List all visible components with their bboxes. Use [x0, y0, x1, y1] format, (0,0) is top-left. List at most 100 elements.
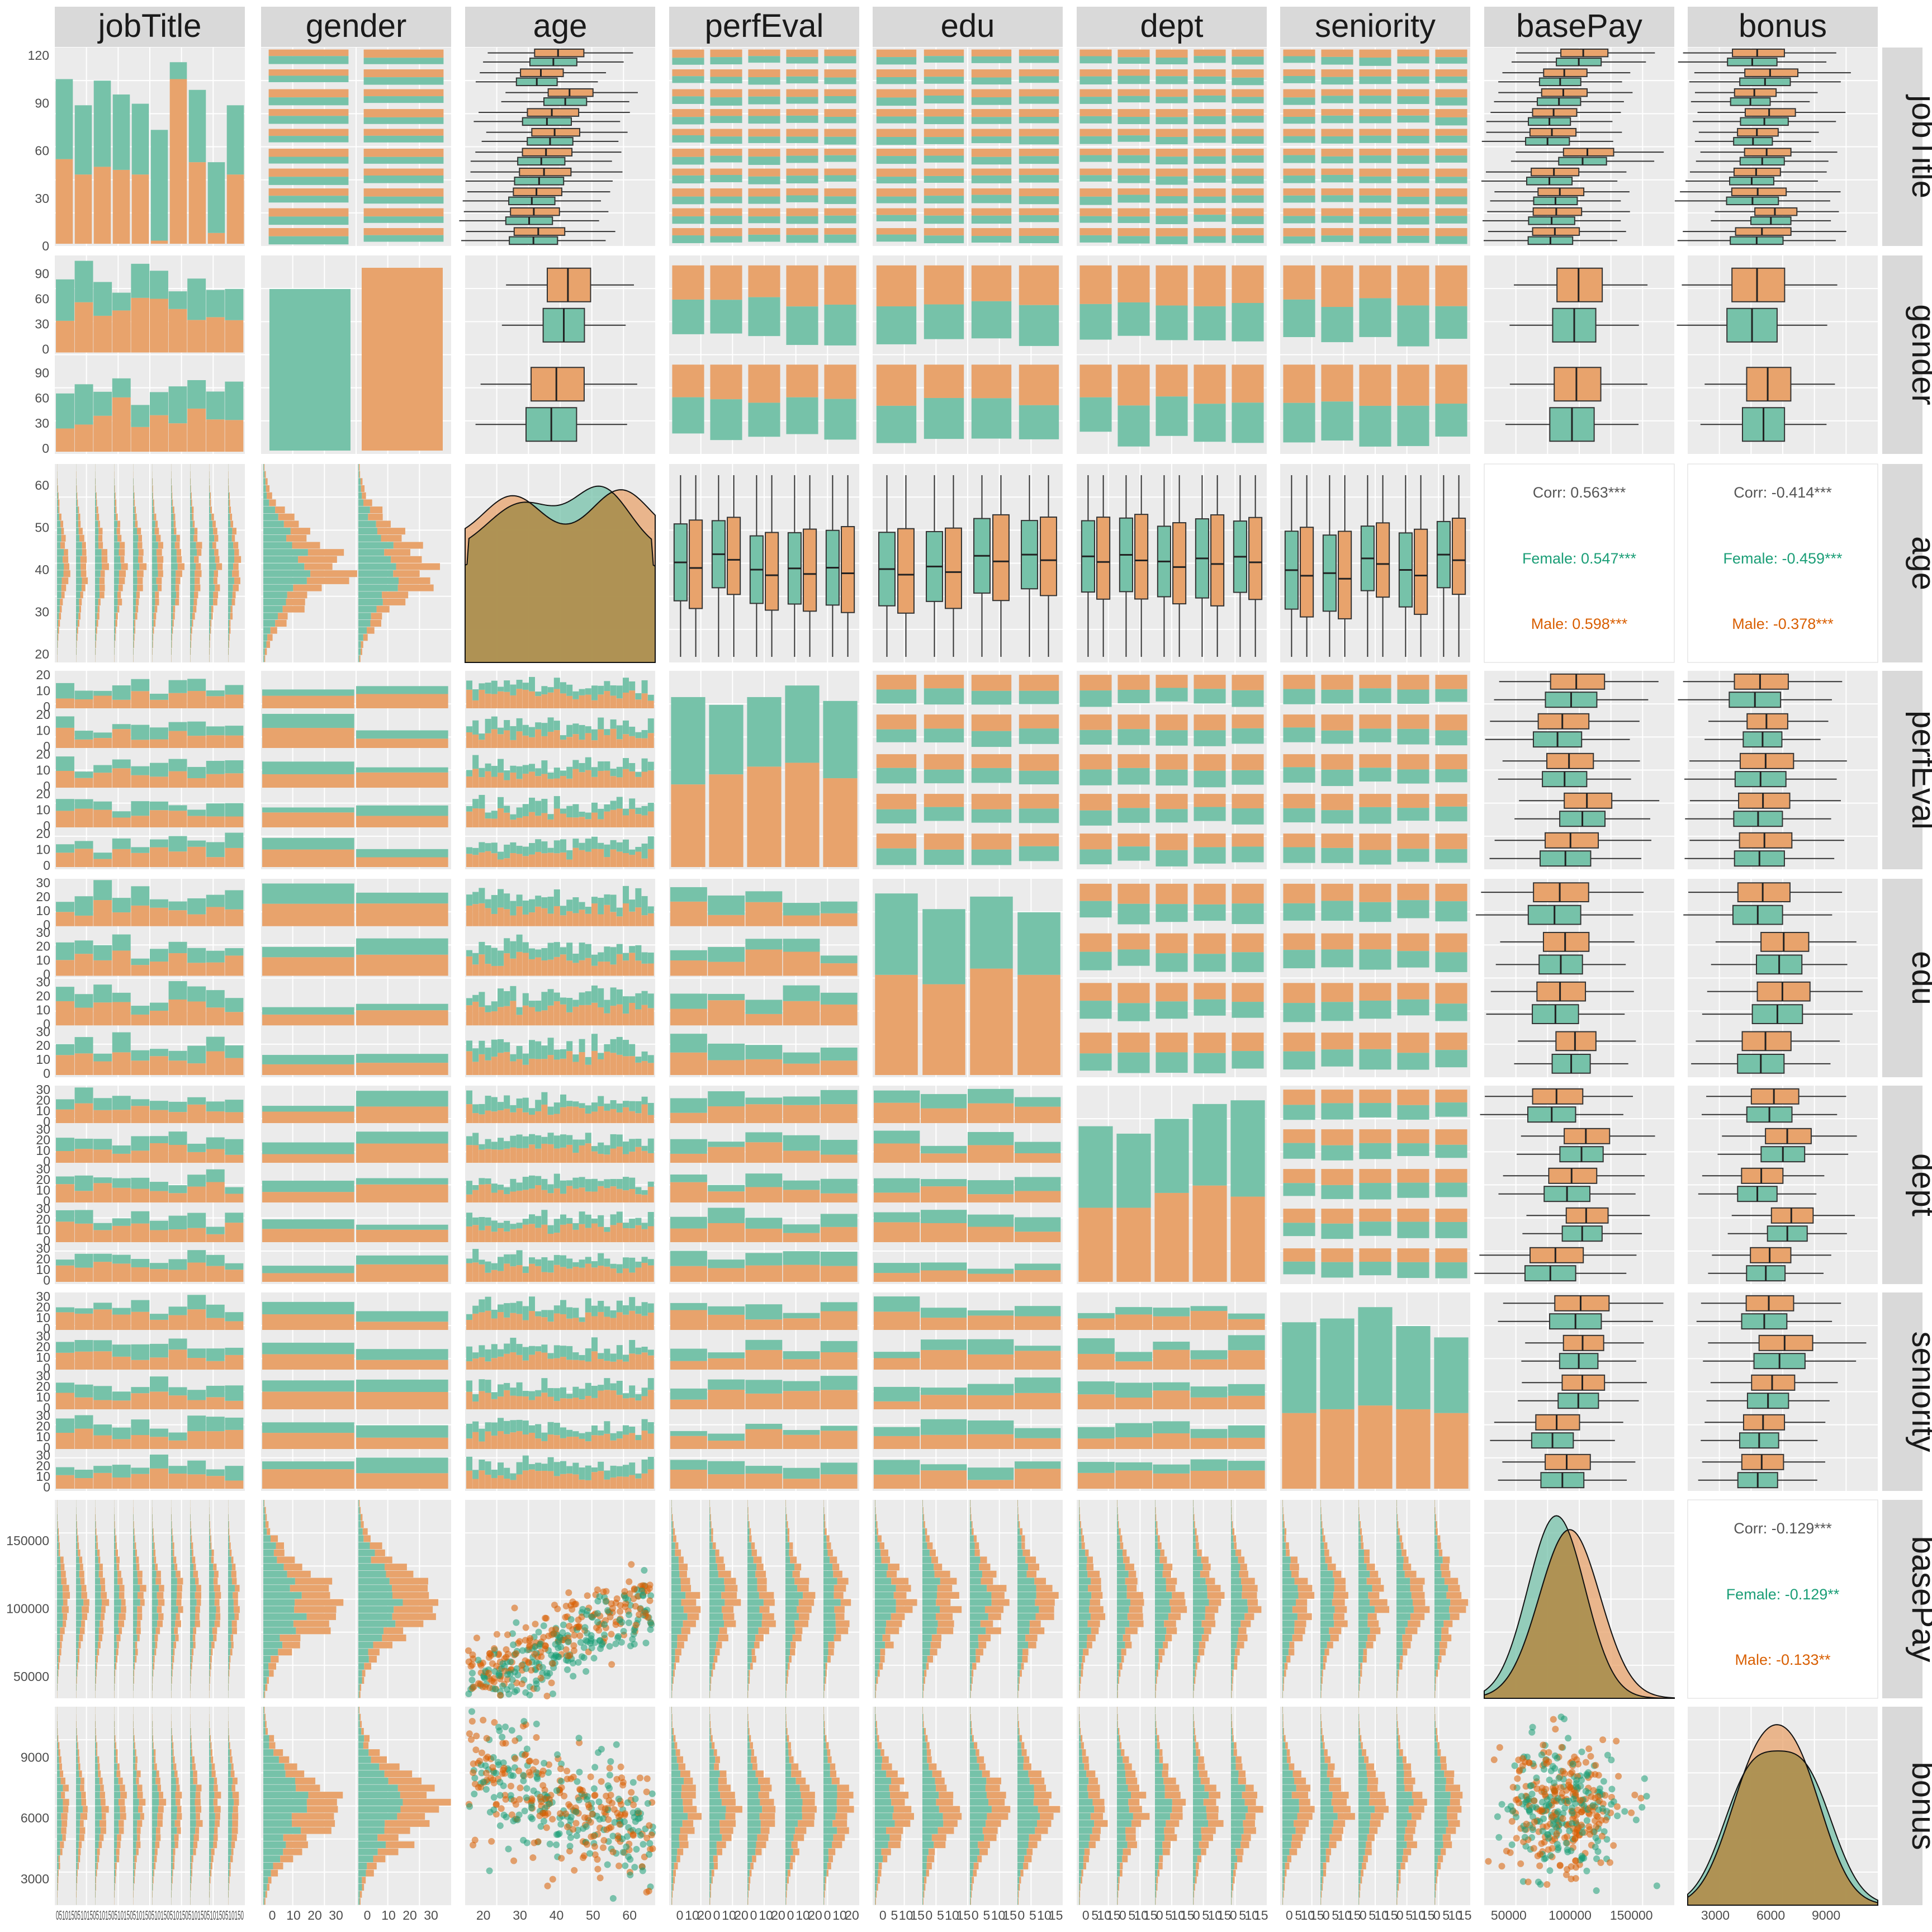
facet-hist-seniority-age-hist-female — [572, 1431, 579, 1437]
tile-female — [1359, 807, 1391, 824]
tile-male — [363, 69, 444, 78]
side-hist-female — [152, 584, 158, 591]
tile-female — [1079, 951, 1112, 970]
tile-male — [268, 188, 349, 196]
facet-hist-seniority-age-hist-male — [566, 1436, 573, 1449]
facet-hist-seniority-age-hist-female — [541, 1464, 548, 1471]
facet-hist-perfEval-age-hist-female — [647, 836, 654, 849]
side-hist-female — [263, 492, 267, 499]
side-hist-female — [152, 598, 155, 605]
facet-dept-jobTitle-hist-female — [206, 1227, 225, 1234]
side-hist-female — [171, 485, 172, 493]
facet-hist-perfEval-age-hist-male — [547, 819, 554, 827]
facet-dept-jobTitle-hist-male — [187, 1104, 206, 1123]
facet-hist-perfEval-age-hist-male — [547, 692, 554, 708]
facet-seniority-gender-hist-male — [262, 1433, 354, 1449]
facet-hist-dept-age-hist-female — [591, 1102, 598, 1112]
facet-hist-dept-age-hist-male — [641, 1229, 648, 1242]
facet-seniority-dept-hist-male — [1190, 1311, 1228, 1330]
facet-dept-perfEval-hist-male — [745, 1228, 783, 1242]
facet-seniority-jobTitle-hist-female — [56, 1382, 74, 1393]
facet-seniority-jobTitle-hist-male — [225, 1321, 244, 1330]
corr-overall: Corr: 0.563*** — [1533, 484, 1626, 501]
side-hist-male — [212, 542, 216, 549]
side-hist-female — [209, 619, 211, 627]
tile-female — [1079, 1053, 1112, 1071]
tile-female — [1435, 117, 1467, 126]
facet-hist-perfEval-age-hist-male — [504, 692, 510, 708]
side-hist-female — [57, 1535, 59, 1542]
facet-hist-seniority-age-hist-male — [598, 1359, 604, 1370]
tile-male — [824, 208, 856, 216]
facet-hist-perfEval-age-hist-female — [629, 763, 636, 771]
facet-hist-dept-age-hist-male — [491, 1232, 498, 1242]
tile-female — [1435, 1144, 1467, 1158]
tile-male — [824, 228, 856, 235]
facet-hist-dept-age-hist-female — [466, 1181, 472, 1195]
tile-female — [1397, 849, 1429, 862]
facet-seniority-dept-hist-female — [1190, 1459, 1228, 1471]
facet-gender-jobTitle-hist-male — [56, 428, 74, 452]
tile-male — [1194, 228, 1226, 236]
facet-hist-perfEval-age-hist-male — [579, 772, 585, 788]
facet-hist-dept-age-hist-male — [504, 1148, 510, 1163]
facet-hist-edu-age-hist-female — [498, 950, 504, 966]
tile-female — [1321, 901, 1353, 921]
tile-female — [748, 402, 780, 437]
facet-edu-jobTitle-hist-male — [187, 914, 206, 926]
facet-gender-jobTitle-hist-female — [150, 392, 168, 415]
facet-dept-jobTitle-hist-male — [93, 1149, 112, 1163]
facet-seniority-perfEval-hist-male — [820, 1390, 858, 1409]
side-hist-female — [171, 492, 172, 499]
tile-female — [824, 175, 856, 182]
tile-female — [1359, 728, 1391, 742]
facet-hist-perfEval-age-hist-male — [629, 690, 636, 708]
side-hist-female — [57, 1542, 59, 1550]
facet-hist-dept-age-hist-male — [560, 1267, 566, 1282]
facet-hist-seniority-age-hist-female — [472, 1305, 479, 1314]
density-overlap-age — [465, 491, 656, 663]
facet-hist-perfEval-age-hist-male — [604, 811, 610, 827]
facet-hist-dept-age-hist-female — [472, 1185, 479, 1190]
facet-dept-perfEval-hist-male — [820, 1266, 858, 1282]
side-hist-female — [76, 641, 77, 648]
facet-hist-seniority-age-hist-male — [510, 1395, 517, 1409]
facet-hist-edu-age-hist-female — [560, 947, 566, 955]
facet-seniority-jobTitle-hist-female — [112, 1427, 131, 1439]
facet-hist-perfEval-age-hist-female — [466, 806, 472, 812]
facet-hist-edu-age-hist-male — [479, 903, 485, 926]
facet-dept-edu-hist-female — [874, 1090, 920, 1103]
facet-hist-dept-age-hist-female — [560, 1094, 566, 1107]
side-hist-female — [228, 577, 234, 584]
facet-hist-edu-age-hist-female — [598, 952, 604, 962]
side-hist-female — [95, 613, 97, 620]
facet-hist-seniority-age-hist-male — [604, 1479, 610, 1489]
diag-seniority-bar-female — [1320, 1318, 1355, 1409]
facet-dept-perfEval-hist-female — [783, 1135, 820, 1151]
facet-hist-seniority-age-hist-female — [629, 1427, 636, 1433]
tile-female — [268, 196, 349, 203]
facet-hist-seniority-age-hist-male — [647, 1469, 654, 1489]
facet-seniority-dept-hist-female — [1190, 1306, 1228, 1311]
facet-perfEval-jobTitle-hist-female — [168, 805, 187, 811]
tile-female — [786, 195, 818, 202]
facet-hist-edu-age-hist-male — [591, 903, 598, 926]
facet-hist-seniority-age-hist-male — [510, 1352, 517, 1370]
side-hist-female — [209, 528, 214, 535]
tile-female — [363, 77, 444, 85]
facet-seniority-jobTitle-hist-male — [206, 1431, 225, 1449]
facet-hist-edu-age-hist-male — [491, 1011, 498, 1026]
panel-edu-age — [465, 879, 655, 1077]
side-hist-male — [177, 556, 182, 563]
strip-row-bonus — [1882, 1707, 1922, 1905]
side-hist-male — [61, 528, 64, 535]
facet-hist-dept-age-hist-male — [547, 1144, 554, 1163]
facet-hist-dept-age-hist-female — [623, 1101, 629, 1107]
tile-male — [1019, 364, 1059, 405]
panel-seniority-perfEval — [669, 1292, 859, 1491]
facet-dept-edu-hist-male — [968, 1103, 1014, 1123]
tile-female — [1359, 1049, 1391, 1070]
side-hist-female — [190, 485, 191, 493]
facet-hist-seniority-age-hist-female — [466, 1314, 472, 1320]
box-male-box — [1742, 1414, 1786, 1431]
